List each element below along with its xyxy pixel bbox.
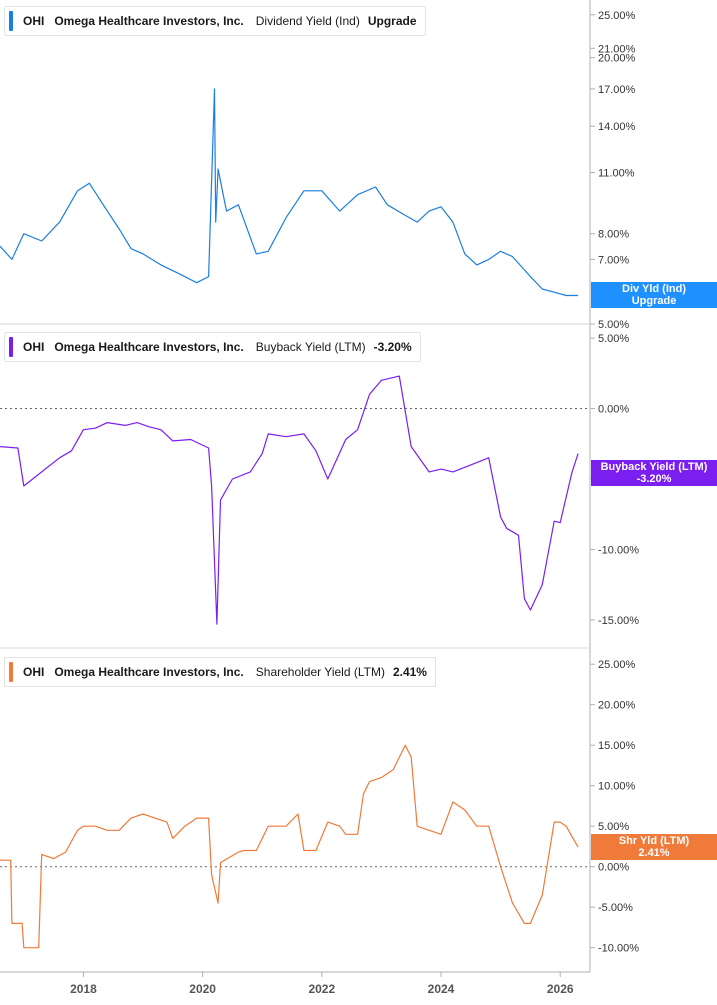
y-tick-label: -10.00% (598, 943, 639, 955)
y-tick-label: 8.00% (598, 229, 629, 241)
x-tick-label: 2024 (428, 982, 455, 996)
buyback-yield-legend: OHI Omega Healthcare Investors, Inc. Buy… (4, 332, 421, 362)
ticker-label: OHI (23, 665, 45, 679)
ticker-label: OHI (23, 340, 45, 354)
y-tick-label: 21.00% (598, 43, 636, 55)
y-tick-label: 25.00% (598, 10, 636, 22)
shareholder-yield-legend: OHI Omega Healthcare Investors, Inc. Sha… (4, 657, 436, 687)
series-swatch (9, 337, 13, 357)
buyback-yield-plot (0, 375, 590, 625)
x-tick-label: 2022 (308, 982, 335, 996)
x-tick-label: 2020 (189, 982, 216, 996)
y-tick-label: -5.00% (598, 902, 633, 914)
y-tick-label: 10.00% (598, 781, 636, 793)
x-tick-label: 2026 (547, 982, 574, 996)
series-swatch (9, 11, 13, 31)
company-name: Omega Healthcare Investors, Inc. (54, 665, 244, 679)
series-line (0, 744, 579, 949)
y-tick-label: 14.00% (598, 121, 636, 133)
series-swatch (9, 662, 13, 682)
y-tick-label: 0.00% (598, 404, 629, 416)
div-yield-last-value-tag: Div Yld (Ind) Upgrade (591, 282, 717, 308)
company-name: Omega Healthcare Investors, Inc. (54, 14, 244, 28)
company-name: Omega Healthcare Investors, Inc. (54, 340, 244, 354)
y-tick-label: 5.00% (598, 821, 629, 833)
y-tick-label: -15.00% (598, 615, 639, 627)
tag-text: Shr Yld (LTM) (618, 835, 690, 847)
tag-text: Upgrade (631, 295, 677, 307)
y-tick-label: 11.00% (598, 168, 635, 180)
metric-value: -3.20% (373, 340, 412, 354)
metric-value: 2.41% (392, 665, 427, 679)
upgrade-link[interactable]: Upgrade (367, 14, 417, 28)
ticker-label: OHI (23, 14, 45, 28)
tag-text: -3.20% (636, 473, 672, 485)
buyback-yield-last-value-tag: Buyback Yield (LTM) -3.20% (591, 460, 717, 486)
y-tick-label: 15.00% (598, 740, 636, 752)
series-line (0, 88, 579, 297)
y-tick-label: -10.00% (598, 544, 639, 556)
metric-name: Shareholder Yield (LTM) (255, 665, 385, 679)
metric-name: Buyback Yield (LTM) (255, 340, 366, 354)
y-tick-label: 0.00% (598, 862, 629, 874)
y-tick-label: 25.00% (598, 659, 636, 671)
dividend-yield-plot (0, 88, 579, 297)
y-tick-label: 20.00% (598, 53, 636, 65)
panel-grid (0, 0, 591, 973)
shareholder-yield-plot (0, 744, 590, 949)
tag-text: Div Yld (Ind) (622, 283, 686, 295)
x-tick-label: 2018 (70, 982, 97, 996)
tag-text: Buyback Yield (LTM) (600, 461, 708, 473)
y-tick-label: 5.00% (598, 319, 629, 331)
y-tick-label: 20.00% (598, 700, 636, 712)
y-tick-label: 7.00% (598, 254, 629, 266)
y-tick-label: 17.00% (598, 84, 636, 96)
dividend-yield-legend: OHI Omega Healthcare Investors, Inc. Div… (4, 6, 426, 36)
shareholder-yield-last-value-tag: Shr Yld (LTM) 2.41% (591, 834, 717, 860)
tag-text: 2.41% (638, 847, 670, 859)
y-tick-label: 5.00% (598, 333, 629, 345)
series-line (0, 375, 579, 625)
metric-name: Dividend Yield (Ind) (255, 14, 360, 28)
x-axis-ticks: 2018 2020 2022 2024 2026 (70, 972, 574, 996)
